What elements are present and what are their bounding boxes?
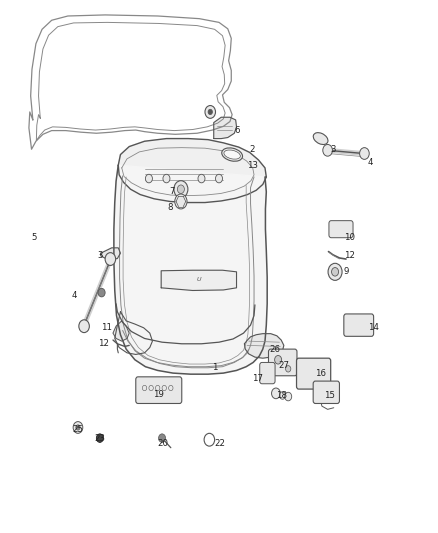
Text: 13: 13 xyxy=(247,161,258,169)
Circle shape xyxy=(332,268,339,276)
Circle shape xyxy=(105,253,116,265)
Text: 16: 16 xyxy=(315,369,326,377)
FancyBboxPatch shape xyxy=(297,358,331,389)
FancyBboxPatch shape xyxy=(313,381,339,403)
Circle shape xyxy=(159,434,166,442)
Polygon shape xyxy=(118,139,266,203)
Text: 17: 17 xyxy=(252,374,263,383)
Text: 20: 20 xyxy=(158,439,169,448)
FancyBboxPatch shape xyxy=(329,221,353,238)
Circle shape xyxy=(177,185,184,193)
Text: 15: 15 xyxy=(324,391,335,400)
Ellipse shape xyxy=(224,150,240,159)
Polygon shape xyxy=(114,165,267,374)
Polygon shape xyxy=(101,248,120,260)
Circle shape xyxy=(205,106,215,118)
Circle shape xyxy=(198,174,205,183)
Text: 4: 4 xyxy=(368,158,374,167)
Text: 19: 19 xyxy=(153,390,164,399)
Text: 4: 4 xyxy=(71,292,77,300)
Circle shape xyxy=(323,144,332,156)
Text: 25: 25 xyxy=(72,425,83,433)
Text: 1: 1 xyxy=(212,364,218,372)
Text: 27: 27 xyxy=(278,361,289,369)
Text: 23: 23 xyxy=(94,434,105,442)
Text: 10: 10 xyxy=(344,233,355,241)
Circle shape xyxy=(96,434,103,442)
Circle shape xyxy=(275,356,282,364)
Text: 12: 12 xyxy=(99,340,110,348)
Circle shape xyxy=(272,388,280,399)
Polygon shape xyxy=(244,334,284,358)
Text: U: U xyxy=(197,277,201,282)
Text: 12: 12 xyxy=(344,252,355,260)
Circle shape xyxy=(279,392,286,399)
Text: 14: 14 xyxy=(368,324,379,332)
Polygon shape xyxy=(214,117,237,139)
Text: 6: 6 xyxy=(234,126,240,135)
Circle shape xyxy=(175,194,187,209)
Text: 3: 3 xyxy=(97,252,103,260)
Circle shape xyxy=(285,392,292,401)
Circle shape xyxy=(208,109,212,115)
Circle shape xyxy=(76,425,80,430)
Polygon shape xyxy=(161,270,237,290)
Text: 22: 22 xyxy=(215,439,226,448)
Text: 11: 11 xyxy=(101,324,112,332)
FancyBboxPatch shape xyxy=(260,362,275,384)
Text: 8: 8 xyxy=(167,204,173,212)
Circle shape xyxy=(328,263,342,280)
Text: 5: 5 xyxy=(32,233,37,241)
FancyBboxPatch shape xyxy=(268,349,297,376)
Circle shape xyxy=(215,174,223,183)
Circle shape xyxy=(163,174,170,183)
Text: 18: 18 xyxy=(276,391,287,400)
FancyBboxPatch shape xyxy=(344,314,374,336)
Circle shape xyxy=(73,422,83,433)
Circle shape xyxy=(174,181,188,198)
Circle shape xyxy=(79,320,89,333)
Circle shape xyxy=(145,174,152,183)
Text: 3: 3 xyxy=(331,145,336,154)
FancyBboxPatch shape xyxy=(136,377,182,403)
Text: 26: 26 xyxy=(269,345,280,353)
Text: 2: 2 xyxy=(250,145,255,154)
Polygon shape xyxy=(113,321,129,341)
Ellipse shape xyxy=(313,133,328,144)
Circle shape xyxy=(360,148,369,159)
Text: 9: 9 xyxy=(344,268,349,276)
Text: 7: 7 xyxy=(170,188,175,196)
Ellipse shape xyxy=(222,148,243,161)
Circle shape xyxy=(286,366,291,372)
Circle shape xyxy=(98,288,105,297)
